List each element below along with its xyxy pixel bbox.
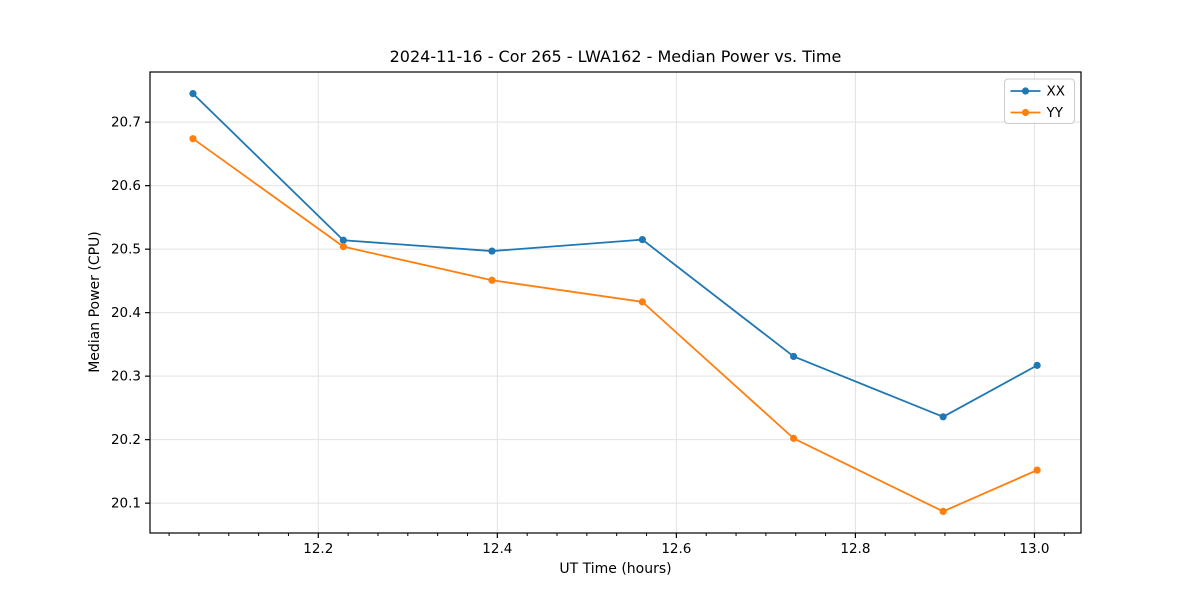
y-tick-label: 20.2 [111, 432, 141, 448]
legend-label: XX [1047, 84, 1066, 100]
legend-swatch-marker [1021, 108, 1030, 117]
data-point-XX [1033, 361, 1041, 369]
y-tick-label: 20.7 [111, 115, 141, 131]
data-point-YY [189, 135, 197, 143]
plot-border [149, 71, 1082, 534]
chart-title: 2024-11-16 - Cor 265 - LWA162 - Median P… [389, 47, 842, 66]
data-point-XX [939, 413, 947, 421]
y-tick-label: 20.4 [111, 305, 141, 321]
data-point-XX [638, 236, 646, 244]
x-tick-label: 12.6 [661, 541, 691, 557]
legend-swatch-marker [1021, 87, 1030, 95]
y-tick-label: 20.1 [111, 496, 141, 512]
y-axis-label: Median Power (CPU) [87, 231, 103, 373]
x-axis-label: UT Time (hours) [559, 561, 672, 577]
data-point-XX [488, 247, 496, 255]
x-tick-label: 12.4 [482, 541, 512, 557]
y-tick-label: 20.3 [111, 369, 141, 385]
data-point-YY [939, 507, 947, 516]
legend-label: YY [1046, 105, 1064, 121]
data-point-YY [488, 276, 496, 284]
x-tick-label: 12.8 [840, 541, 870, 557]
data-point-YY [1033, 466, 1041, 474]
data-point-XX [189, 89, 197, 98]
data-point-YY [339, 243, 347, 251]
data-point-YY [638, 298, 646, 306]
y-tick-label: 20.5 [111, 242, 141, 258]
y-tick-label: 20.6 [111, 178, 141, 194]
data-point-YY [790, 434, 798, 442]
series-line-XX [192, 92, 1039, 418]
x-tick-label: 12.2 [303, 541, 333, 557]
x-tick-label: 13.0 [1019, 541, 1049, 557]
data-point-XX [790, 352, 798, 361]
series-line-YY [192, 137, 1039, 513]
data-point-XX [339, 236, 347, 244]
